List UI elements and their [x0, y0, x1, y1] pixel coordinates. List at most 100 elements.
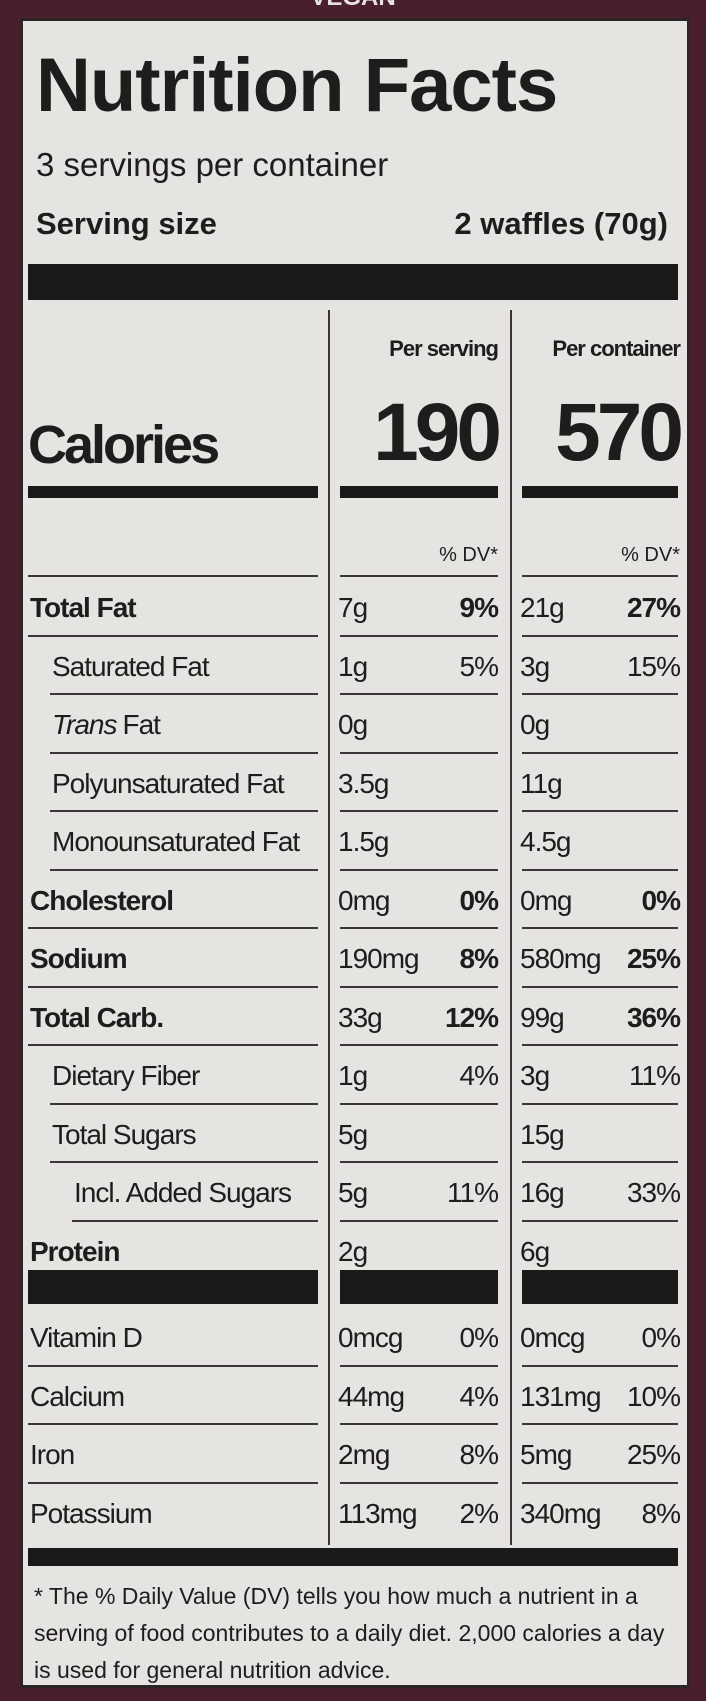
nutrient-name: Vitamin D — [30, 1322, 143, 1353]
bar — [340, 1270, 498, 1304]
amount: 0mg — [338, 884, 390, 916]
row-rule — [340, 868, 498, 871]
amount: 3g — [520, 650, 550, 682]
daily-value: 25% — [626, 943, 681, 974]
bar — [522, 1270, 678, 1304]
nutrient-name: Iron — [30, 1439, 75, 1470]
amount: 3.5g — [338, 767, 389, 799]
column-header: Per serving — [389, 336, 499, 361]
amount: 0mcg — [520, 1322, 585, 1353]
row-rule — [340, 1481, 498, 1484]
bar — [340, 486, 498, 498]
daily-value: 11% — [447, 1177, 499, 1208]
row-rule — [50, 751, 318, 754]
row-rule — [522, 810, 678, 812]
amount: 1g — [338, 1060, 368, 1091]
daily-value: 2% — [459, 1497, 499, 1529]
nutrient-name: Incl. Added Sugars — [74, 1177, 292, 1208]
daily-value: 36% — [626, 1001, 681, 1033]
column-divider — [510, 310, 512, 1545]
row-rule — [522, 575, 678, 577]
amount: 16g — [520, 1177, 565, 1208]
daily-value: 9% — [459, 592, 499, 623]
italic-prefix: Trans — [52, 709, 117, 740]
daily-value: 11% — [629, 1060, 681, 1091]
amount: 113mg — [338, 1497, 418, 1529]
amount: 0mcg — [338, 1322, 403, 1353]
amount: 131mg — [520, 1380, 602, 1412]
row-rule — [340, 634, 498, 637]
row-rule — [28, 1044, 318, 1046]
row-rule — [522, 868, 678, 871]
row-rule — [522, 985, 678, 988]
daily-value: 15% — [626, 650, 681, 682]
daily-value: 12% — [444, 1001, 499, 1033]
row-rule — [522, 1481, 678, 1484]
dv-header: % DV* — [621, 544, 680, 566]
nutrient-name: Cholesterol — [30, 884, 174, 916]
row-rule — [340, 1364, 498, 1367]
row-rule — [28, 1364, 318, 1367]
row-rule — [50, 810, 318, 812]
nutrient-name: Dietary Fiber — [52, 1060, 200, 1091]
dv-header: % DV* — [439, 544, 498, 566]
amount: 0g — [520, 709, 550, 740]
row-rule — [522, 1423, 678, 1425]
nutrient-name: Sodium — [30, 943, 128, 974]
amount: 2g — [338, 1235, 368, 1267]
row-rule — [28, 575, 318, 577]
bar — [28, 486, 318, 498]
serving-size-value: 2 waffles (70g) — [454, 206, 668, 241]
calories-value: 190 — [373, 387, 502, 478]
column-divider — [328, 310, 330, 1545]
row-rule — [50, 693, 318, 695]
daily-value: 5% — [459, 650, 499, 682]
daily-value: 33% — [626, 1177, 681, 1208]
row-rule — [340, 1423, 498, 1425]
amount: 5g — [338, 1177, 368, 1208]
amount: 5g — [338, 1118, 368, 1150]
row-rule — [340, 927, 498, 929]
servings: 3 servings per container — [36, 146, 389, 183]
amount: 6g — [520, 1235, 550, 1267]
serving-size-label: Serving size — [36, 206, 217, 241]
daily-value: 27% — [626, 592, 681, 623]
row-rule — [340, 810, 498, 812]
nutrient-name: Calcium — [30, 1380, 125, 1412]
nutrient-name: Total Fat — [30, 592, 137, 623]
daily-value: 4% — [459, 1060, 499, 1091]
nutrient-name: Potassium — [30, 1497, 153, 1529]
daily-value: 8% — [459, 1439, 499, 1470]
nutrient-name: Protein — [30, 1235, 120, 1267]
amount: 33g — [338, 1001, 383, 1033]
amount: 580mg — [520, 943, 602, 974]
daily-value: 8% — [459, 943, 499, 974]
amount: 15g — [520, 1118, 565, 1150]
nutrient-name: Total Carb. — [30, 1001, 164, 1033]
thick-bar — [28, 264, 678, 300]
row-rule — [522, 927, 678, 929]
row-rule — [28, 1481, 318, 1484]
row-rule — [28, 985, 318, 988]
row-rule — [522, 1161, 678, 1163]
nutrient-name: Polyunsaturated Fat — [52, 767, 285, 799]
amount: 99g — [520, 1001, 565, 1033]
row-rule — [50, 1102, 318, 1105]
column-header: Per container — [552, 336, 681, 361]
daily-value: 10% — [626, 1380, 681, 1412]
row-rule — [340, 575, 498, 577]
row-rule — [340, 1161, 498, 1163]
row-rule — [340, 985, 498, 988]
row-rule — [522, 634, 678, 637]
amount: 5mg — [520, 1439, 572, 1470]
amount: 340mg — [520, 1497, 602, 1529]
amount: 0g — [338, 709, 368, 740]
row-rule — [522, 693, 678, 695]
row-rule — [522, 1102, 678, 1105]
amount: 0mg — [520, 884, 572, 916]
amount: 3g — [520, 1060, 550, 1091]
calories-value: 570 — [555, 387, 684, 478]
daily-value: 0% — [459, 1322, 499, 1353]
amount: 21g — [520, 592, 565, 623]
